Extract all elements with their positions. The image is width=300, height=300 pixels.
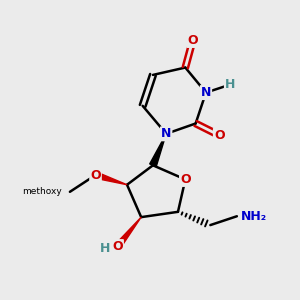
Text: N: N (201, 86, 211, 99)
Text: O: O (90, 169, 101, 182)
Text: H: H (225, 78, 235, 91)
Text: N: N (161, 127, 171, 140)
Polygon shape (150, 134, 166, 167)
Text: O: O (180, 173, 190, 186)
Polygon shape (94, 172, 127, 185)
Polygon shape (115, 217, 141, 249)
Text: O: O (214, 129, 224, 142)
Text: O: O (112, 240, 123, 253)
Text: O: O (188, 34, 198, 47)
Text: methoxy: methoxy (22, 187, 62, 196)
Text: NH₂: NH₂ (241, 210, 267, 223)
Text: H: H (100, 242, 110, 255)
